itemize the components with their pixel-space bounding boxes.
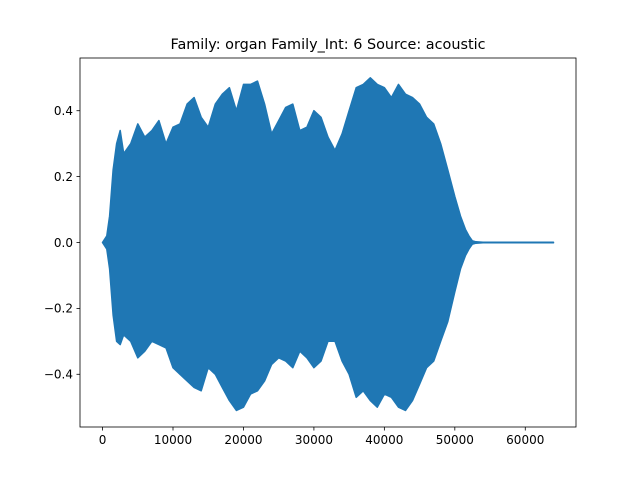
x-tick-label: 40000 — [365, 433, 403, 447]
x-tick-label: 50000 — [436, 433, 474, 447]
y-axis: −0.4 −0.2 0.0 0.2 0.4 — [44, 104, 80, 382]
chart-title: Family: organ Family_Int: 6 Source: acou… — [170, 37, 485, 53]
x-axis: 0 10000 20000 30000 40000 50000 60000 — [99, 427, 544, 447]
x-tick-label: 30000 — [295, 433, 333, 447]
y-tick-label: 0.2 — [54, 170, 73, 184]
x-tick-label: 20000 — [224, 433, 262, 447]
plot-area — [101, 77, 555, 412]
x-tick-label: 0 — [99, 433, 107, 447]
y-tick-label: −0.4 — [44, 368, 73, 382]
y-tick-label: 0.0 — [54, 236, 73, 250]
waveform-series — [101, 77, 555, 412]
y-tick-label: 0.4 — [54, 104, 73, 118]
x-tick-label: 10000 — [154, 433, 192, 447]
x-tick-label: 60000 — [506, 433, 544, 447]
y-tick-label: −0.2 — [44, 302, 73, 316]
